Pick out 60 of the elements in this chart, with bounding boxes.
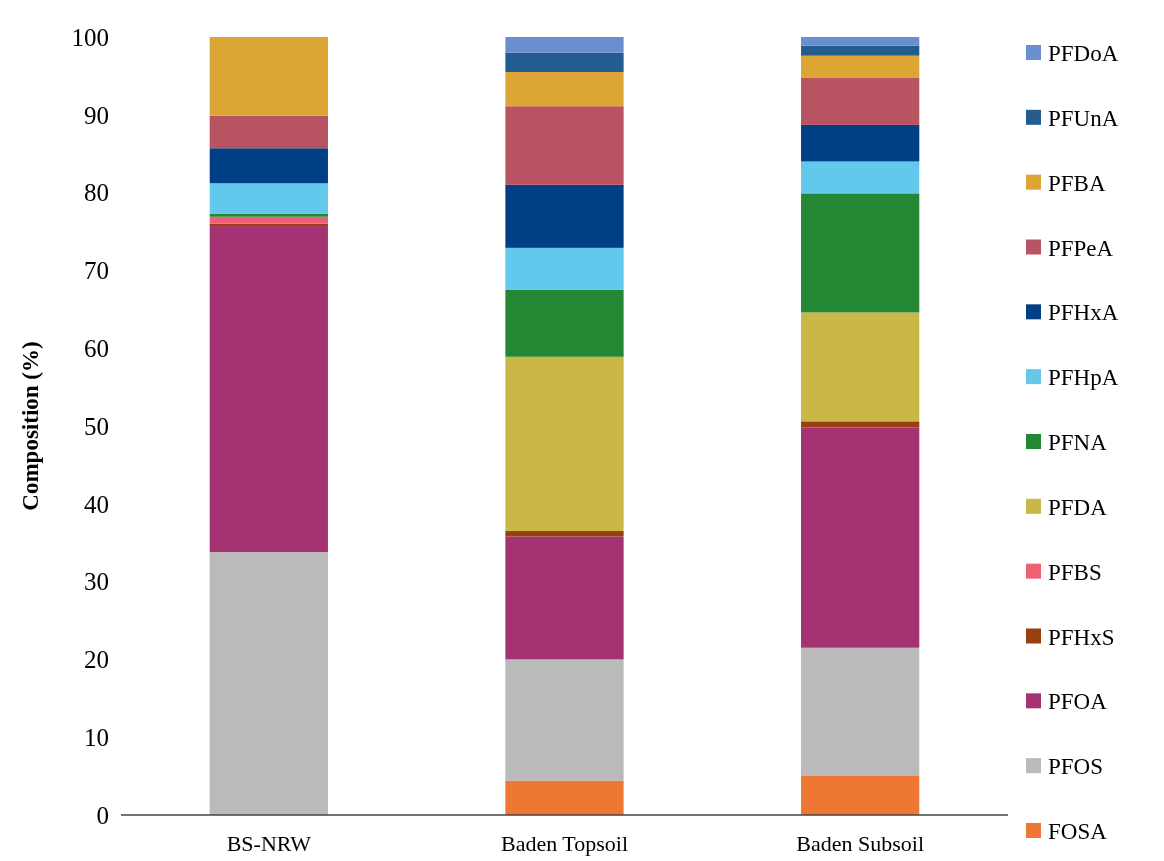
y-tick-label: 70 <box>84 257 109 285</box>
bar <box>801 775 920 815</box>
legend-label: PFOA <box>1048 689 1108 715</box>
bar <box>801 37 920 46</box>
bar <box>505 536 624 660</box>
bar <box>505 37 624 53</box>
y-tick-label: 20 <box>84 646 109 674</box>
y-tick-label: 30 <box>84 568 109 596</box>
bar <box>505 106 624 185</box>
legend-label: PFNA <box>1048 430 1108 456</box>
bar <box>801 421 920 428</box>
y-tick-label: 90 <box>84 101 109 129</box>
bar <box>801 312 920 422</box>
y-axis-title: Composition (%) <box>18 341 43 511</box>
x-tick-label: Baden Topsoil <box>501 831 628 856</box>
legend-label: PFHxA <box>1048 300 1119 326</box>
legend-label: PFBA <box>1048 170 1106 196</box>
bar <box>209 213 328 217</box>
legend-label: PFPeA <box>1048 235 1114 261</box>
bar <box>505 72 624 107</box>
bar <box>505 356 624 532</box>
x-tick-label: Baden Subsoil <box>796 831 925 856</box>
bar <box>209 37 328 116</box>
bar <box>209 115 328 149</box>
legend-label: PFDoA <box>1048 41 1119 67</box>
bar <box>505 247 624 290</box>
y-tick-label: 100 <box>71 23 109 51</box>
bar <box>801 161 920 194</box>
bar <box>505 659 624 781</box>
bar <box>505 780 624 815</box>
y-tick-label: 60 <box>84 334 109 362</box>
y-tick-label: 0 <box>96 801 109 829</box>
legend-label: PFHxS <box>1048 624 1115 650</box>
legend-label: PFHpA <box>1048 365 1119 391</box>
legend-label: PFUnA <box>1048 105 1119 131</box>
bar <box>801 647 920 776</box>
bar <box>505 289 624 357</box>
bar <box>801 45 920 56</box>
bar <box>505 52 624 73</box>
bar <box>505 531 624 537</box>
legend-label: PFBS <box>1048 559 1102 585</box>
bar <box>801 124 920 162</box>
bar <box>801 55 920 78</box>
bar <box>801 193 920 313</box>
bar <box>801 77 920 125</box>
bar <box>209 216 328 224</box>
y-tick-label: 10 <box>84 723 109 751</box>
y-tick-label: 50 <box>84 412 109 440</box>
bar <box>801 427 920 648</box>
legend-label: PFDA <box>1048 494 1108 520</box>
bar <box>209 226 328 553</box>
bar <box>209 148 328 184</box>
x-tick-label: BS-NRW <box>226 831 312 856</box>
legend-label: FOSA <box>1048 819 1108 845</box>
bar <box>505 184 624 248</box>
legend-label: PFOS <box>1048 754 1103 780</box>
y-tick-label: 80 <box>84 179 109 207</box>
y-tick-label: 40 <box>84 490 109 518</box>
bar <box>209 552 328 815</box>
bar <box>209 183 328 214</box>
